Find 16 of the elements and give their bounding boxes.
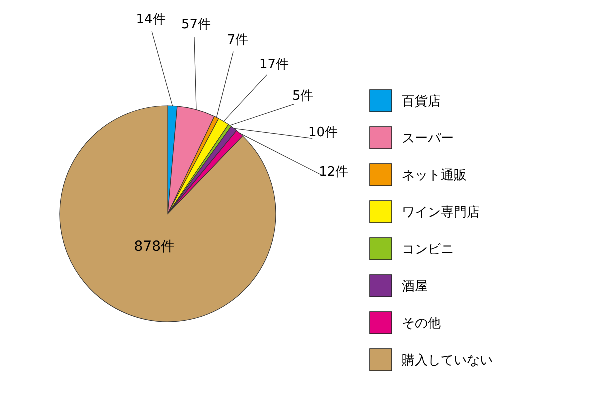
legend-label: その他 [402, 316, 441, 332]
data-label: 57件 [181, 18, 212, 33]
legend-label: スーパー [402, 132, 454, 147]
data-label: 12件 [319, 165, 349, 180]
legend-label: コンビニ [402, 242, 454, 258]
data-label: 14件 [136, 12, 166, 28]
data-label: 5件 [292, 89, 314, 104]
legend-label: 購入していない [402, 354, 493, 369]
legend-label: ワイン専門店 [402, 204, 480, 221]
data-label: 7件 [227, 33, 249, 48]
data-label: 878件 [134, 238, 176, 255]
data-label: 10件 [308, 126, 338, 141]
legend-label: 酒屋 [402, 280, 428, 295]
legend-label: ネット通販 [402, 168, 467, 184]
legend-label: 百貨店 [402, 94, 441, 110]
data-label: 17件 [259, 58, 290, 73]
